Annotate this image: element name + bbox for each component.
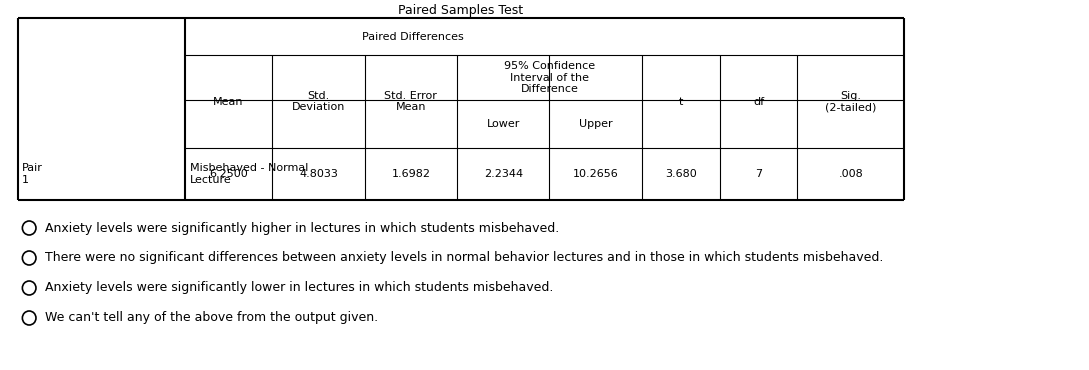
- Text: 6.2500: 6.2500: [209, 169, 248, 179]
- Text: Paired Samples Test: Paired Samples Test: [399, 3, 524, 17]
- Text: Anxiety levels were significantly lower in lectures in which students misbehaved: Anxiety levels were significantly lower …: [45, 282, 553, 295]
- Text: Sig.
(2-tailed): Sig. (2-tailed): [825, 91, 877, 112]
- Text: Pair
1: Pair 1: [22, 163, 42, 185]
- Text: Upper: Upper: [578, 119, 612, 129]
- Text: Paired Differences: Paired Differences: [363, 31, 464, 41]
- Text: 10.2656: 10.2656: [573, 169, 619, 179]
- Text: We can't tell any of the above from the output given.: We can't tell any of the above from the …: [45, 312, 378, 324]
- Text: Std. Error
Mean: Std. Error Mean: [384, 91, 438, 112]
- Text: 2.2344: 2.2344: [484, 169, 523, 179]
- Text: df: df: [752, 97, 764, 107]
- Text: Mean: Mean: [213, 97, 244, 107]
- Text: 95% Confidence
Interval of the
Difference: 95% Confidence Interval of the Differenc…: [504, 61, 595, 94]
- Text: 1.6982: 1.6982: [391, 169, 430, 179]
- Text: Lower: Lower: [487, 119, 519, 129]
- Text: .008: .008: [839, 169, 864, 179]
- Text: 4.8033: 4.8033: [299, 169, 338, 179]
- Text: Anxiety levels were significantly higher in lectures in which students misbehave: Anxiety levels were significantly higher…: [45, 222, 559, 235]
- Text: 3.680: 3.680: [664, 169, 697, 179]
- Text: 7: 7: [755, 169, 762, 179]
- Text: There were no significant differences between anxiety levels in normal behavior : There were no significant differences be…: [45, 252, 883, 265]
- Text: t: t: [678, 97, 683, 107]
- Text: Misbehaved - Normal
Lecture: Misbehaved - Normal Lecture: [189, 163, 308, 185]
- Text: Std.
Deviation: Std. Deviation: [292, 91, 345, 112]
